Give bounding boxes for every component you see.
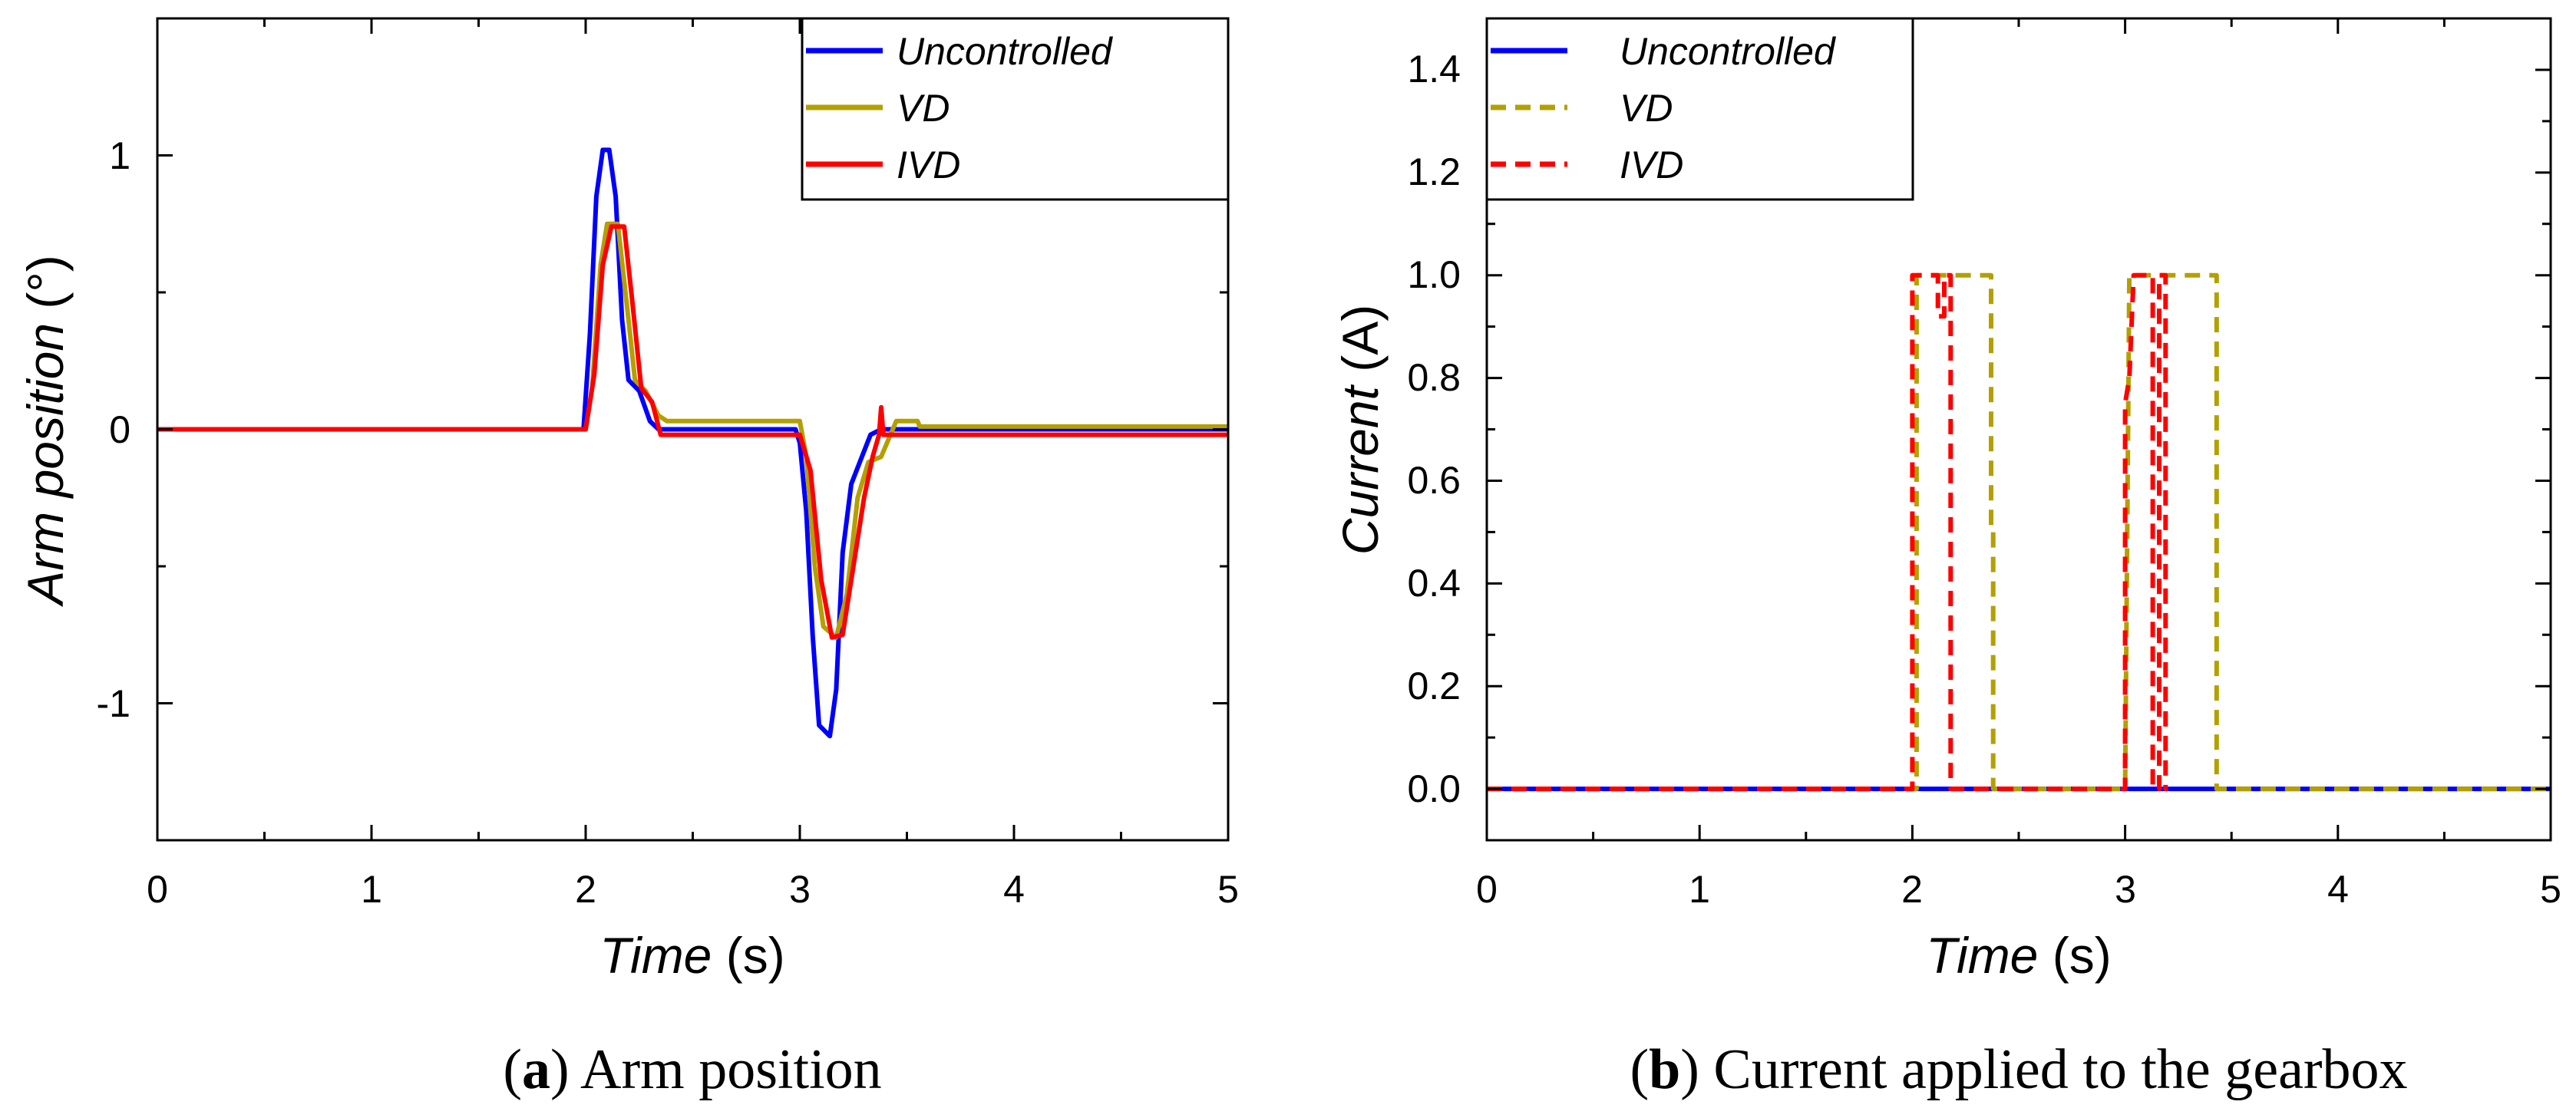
x-tick-label: 5: [2540, 868, 2561, 911]
series-line-ivd: [1487, 272, 2168, 792]
y-tick-label: 1.4: [1407, 48, 1461, 91]
x-axis-title: Time (s): [1926, 927, 2111, 984]
y-tick-label: 0.0: [1407, 767, 1461, 810]
y-tick-label: 1.0: [1407, 253, 1461, 296]
series-line-uncontrolled: [157, 147, 1228, 739]
y-tick-label: 0.8: [1407, 356, 1461, 399]
x-tick-label: 0: [1476, 868, 1498, 911]
y-tick-label: 0: [109, 408, 130, 451]
x-tick-label: 1: [1689, 868, 1710, 911]
legend-label-ivd: IVD: [897, 143, 960, 186]
series-line-ivd: [157, 224, 1228, 640]
legend-label-vd: VD: [1620, 87, 1673, 130]
chart-panel-current: 0 1 2 3 4 5 0.0 0.2 0.4 0.6 0.8 1.0 1.2 …: [1332, 17, 2561, 1101]
x-tick-label: 4: [1003, 868, 1025, 911]
y-tick-label: 0.2: [1407, 665, 1461, 707]
legend: Uncontrolled VD IVD: [801, 17, 1230, 201]
legend: Uncontrolled VD IVD: [1485, 17, 1914, 201]
y-tick-label: -1: [97, 682, 130, 725]
y-tick-labels: 0.0 0.2 0.4 0.6 0.8 1.0 1.2 1.4: [1407, 48, 1461, 810]
x-axis-title: Time (s): [599, 927, 784, 984]
series-line-vd: [1487, 272, 2551, 792]
y-tick-label: 1: [109, 134, 130, 177]
x-tick-label: 3: [2115, 868, 2136, 911]
chart-panel-arm-position: 0 1 2 3 4 5 -1 0 1 Time (s) Arm position…: [17, 17, 1239, 1101]
legend-label-ivd: IVD: [1620, 143, 1683, 186]
caption-current: (b) Current applied to the gearbox: [1630, 1038, 2407, 1101]
x-tick-labels: 0 1 2 3 4 5: [1476, 868, 2561, 911]
x-tick-labels: 0 1 2 3 4 5: [147, 868, 1239, 911]
y-axis-title: Current (A): [1332, 305, 1389, 555]
y-tick-label: 0.6: [1407, 459, 1461, 502]
x-tick-label: 4: [2327, 868, 2349, 911]
x-tick-label: 2: [1901, 868, 1923, 911]
x-tick-label: 0: [147, 868, 168, 911]
y-axis-title: Arm position (°): [17, 255, 74, 608]
y-tick-label: 0.4: [1407, 562, 1461, 605]
caption-arm-position: (a) Arm position: [503, 1038, 881, 1101]
legend-label-uncontrolled: Uncontrolled: [1620, 30, 1837, 73]
x-tick-label: 3: [789, 868, 811, 911]
legend-label-uncontrolled: Uncontrolled: [897, 30, 1114, 73]
legend-label-vd: VD: [897, 87, 949, 130]
x-tick-label: 1: [361, 868, 382, 911]
y-tick-label: 1.2: [1407, 150, 1461, 193]
x-tick-label: 2: [575, 868, 596, 911]
series-group: [157, 147, 1228, 739]
y-tick-labels: -1 0 1: [97, 134, 130, 725]
series-group: [1487, 272, 2551, 792]
x-tick-label: 5: [1217, 868, 1239, 911]
